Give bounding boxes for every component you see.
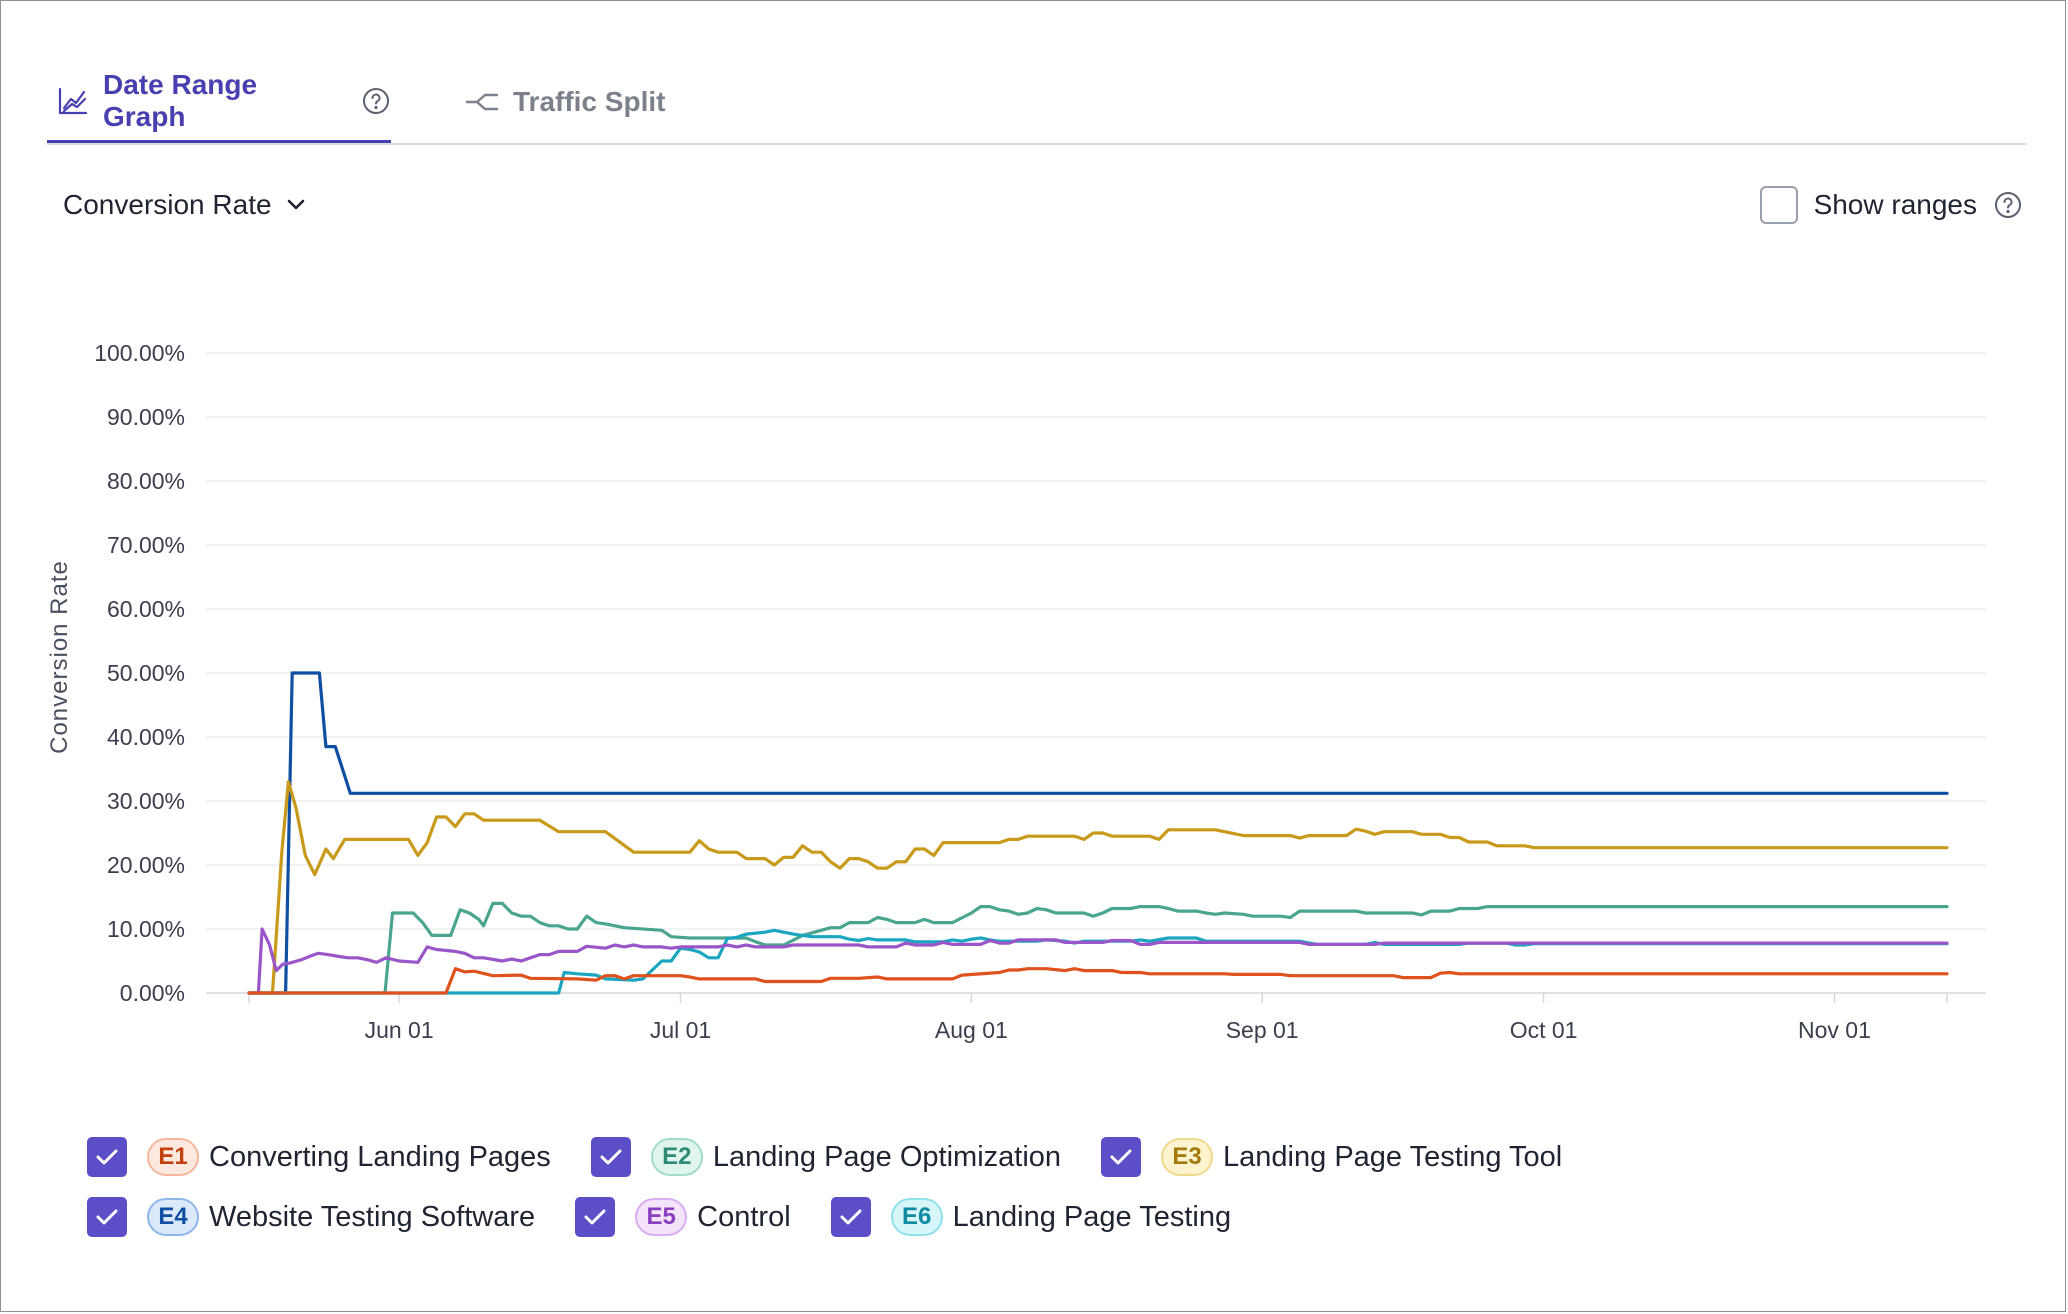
y-tick-label: 30.00% bbox=[107, 788, 185, 814]
legend-badge-e5: E5 bbox=[635, 1198, 688, 1236]
metric-dropdown[interactable]: Conversion Rate bbox=[63, 183, 306, 227]
legend-checkbox-e6[interactable] bbox=[830, 1197, 871, 1237]
y-axis: 0.00% 10.00% 20.00% 30.00% 40.00% 50.00% 60.00… bbox=[94, 340, 185, 1006]
split-icon bbox=[465, 93, 499, 111]
legend-badge-e4: E4 bbox=[147, 1198, 199, 1236]
legend-label-e1: Converting Landing Pages bbox=[209, 1140, 551, 1173]
legend-label-e5: Control bbox=[697, 1200, 791, 1233]
line-chart-icon bbox=[58, 87, 88, 114]
legend-row: E1 Converting Landing Pages E2 Landing P… bbox=[87, 1127, 1987, 1187]
legend-label-e3: Landing Page Testing Tool bbox=[1223, 1140, 1563, 1173]
x-tick-label: Jun 01 bbox=[365, 1017, 434, 1043]
series-line-e5 bbox=[247, 927, 1949, 995]
check-icon bbox=[1110, 1149, 1132, 1165]
legend-item-e2[interactable]: E2 Landing Page Optimization bbox=[590, 1137, 1062, 1177]
x-tick-label: Aug 01 bbox=[935, 1017, 1008, 1043]
legend-item-e6[interactable]: E6 Landing Page Testing bbox=[830, 1197, 1232, 1237]
legend-checkbox-e5[interactable] bbox=[575, 1197, 616, 1237]
y-tick-label: 10.00% bbox=[107, 916, 185, 942]
y-tick-label: 20.00% bbox=[107, 852, 185, 878]
help-icon[interactable] bbox=[361, 86, 391, 116]
show-ranges-checkbox[interactable] bbox=[1759, 186, 1798, 224]
legend-label-e4: Website Testing Software bbox=[209, 1200, 536, 1233]
tab-date-range-graph[interactable]: Date Range Graph bbox=[47, 61, 391, 143]
series-line-e1 bbox=[247, 967, 1949, 995]
y-tick-label: 40.00% bbox=[107, 724, 185, 750]
show-ranges-control: Show ranges bbox=[1759, 183, 2023, 227]
tab-traffic-split-label: Traffic Split bbox=[513, 86, 666, 117]
legend-checkbox-e4[interactable] bbox=[87, 1197, 127, 1237]
y-tick-label: 90.00% bbox=[107, 404, 185, 430]
legend-badge-e1: E1 bbox=[147, 1138, 199, 1176]
x-tick-label: Nov 01 bbox=[1798, 1017, 1871, 1043]
series-line-e3 bbox=[247, 780, 1949, 995]
legend-row: E4 Website Testing Software E5 Control E… bbox=[87, 1187, 1987, 1247]
legend-item-e1[interactable]: E1 Converting Landing Pages bbox=[87, 1137, 551, 1177]
legend-checkbox-e1[interactable] bbox=[87, 1137, 127, 1177]
x-tick-label: Sep 01 bbox=[1226, 1017, 1299, 1043]
y-tick-label: 80.00% bbox=[107, 468, 185, 494]
check-icon bbox=[600, 1149, 622, 1165]
legend-item-e5[interactable]: E5 Control bbox=[575, 1197, 791, 1237]
y-tick-label: 50.00% bbox=[107, 660, 185, 686]
legend-badge-e3: E3 bbox=[1161, 1138, 1214, 1176]
tab-date-range-graph-label: Date Range Graph bbox=[103, 68, 258, 132]
view-tabs: Date Range Graph Traffic Split bbox=[47, 61, 2027, 145]
legend-checkbox-e2[interactable] bbox=[590, 1137, 631, 1177]
help-icon[interactable] bbox=[1993, 190, 2023, 220]
y-tick-label: 100.00% bbox=[94, 340, 185, 366]
y-axis-label: Conversion Rate bbox=[46, 560, 73, 754]
x-axis: Jun 01 Jul 01 Aug 01 Sep 01 Oct 01 Nov 01 bbox=[206, 992, 1986, 1043]
series-legend: E1 Converting Landing Pages E2 Landing P… bbox=[87, 1127, 1987, 1247]
y-tick-label: 60.00% bbox=[107, 596, 185, 622]
y-tick-label: 70.00% bbox=[107, 532, 185, 558]
series-line-e2 bbox=[247, 901, 1949, 995]
chart-gridlines bbox=[206, 352, 1986, 994]
check-icon bbox=[840, 1209, 862, 1225]
x-tick-label: Oct 01 bbox=[1510, 1017, 1578, 1043]
legend-label-e2: Landing Page Optimization bbox=[712, 1140, 1062, 1173]
show-ranges-label: Show ranges bbox=[1813, 189, 1977, 220]
legend-item-e3[interactable]: E3 Landing Page Testing Tool bbox=[1101, 1137, 1562, 1177]
y-tick-label: 0.00% bbox=[120, 980, 185, 1006]
legend-label-e6: Landing Page Testing bbox=[952, 1200, 1232, 1233]
legend-badge-e2: E2 bbox=[650, 1138, 703, 1176]
x-tick-label: Jul 01 bbox=[650, 1017, 711, 1043]
tab-traffic-split[interactable]: Traffic Split bbox=[465, 61, 665, 143]
chart-series bbox=[247, 671, 1949, 995]
conversion-rate-chart: 0.00% 10.00% 20.00% 30.00% 40.00% 50.00% 60.00… bbox=[46, 340, 1986, 1043]
check-icon bbox=[584, 1209, 606, 1225]
check-icon bbox=[96, 1149, 118, 1165]
metric-dropdown-label: Conversion Rate bbox=[63, 189, 272, 220]
legend-item-e4[interactable]: E4 Website Testing Software bbox=[87, 1197, 535, 1237]
legend-badge-e6: E6 bbox=[890, 1198, 943, 1236]
chevron-down-icon bbox=[287, 199, 304, 210]
check-icon bbox=[96, 1209, 118, 1225]
legend-checkbox-e3[interactable] bbox=[1101, 1137, 1142, 1177]
